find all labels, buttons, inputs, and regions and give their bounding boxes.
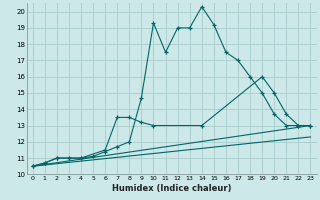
X-axis label: Humidex (Indice chaleur): Humidex (Indice chaleur) <box>112 184 231 193</box>
